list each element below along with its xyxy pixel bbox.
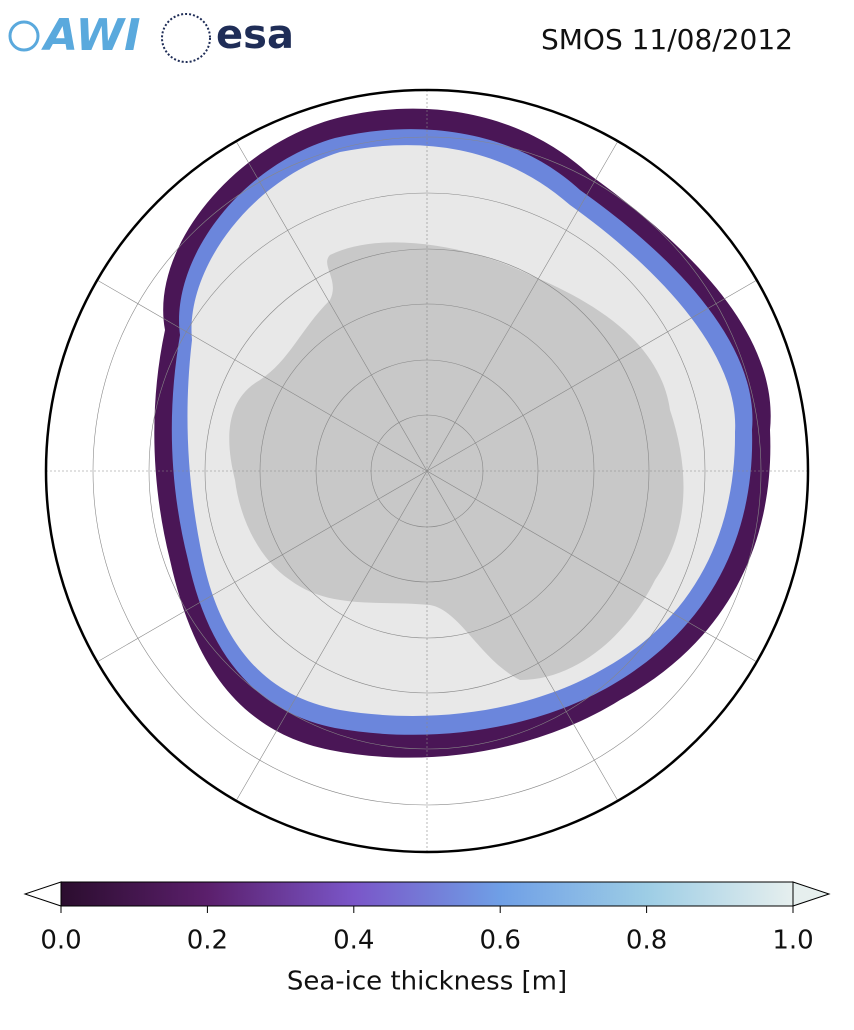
map: [46, 90, 808, 852]
antarctica: [229, 242, 684, 680]
colorbar-tick-label: 0.4: [333, 926, 374, 956]
logos: AWI esa: [8, 10, 294, 63]
colorbar-tick-label: 0.8: [626, 926, 667, 956]
colorbar-extend-low: [23, 881, 62, 907]
colorbar-tick-label: 1.0: [772, 926, 813, 956]
colorbar-label: Sea-ice thickness [m]: [287, 967, 567, 997]
colorbar-tick-label: 0.0: [40, 926, 81, 956]
colorbar: [23, 881, 831, 913]
awi-logo: AWI: [41, 10, 141, 61]
colorbar-bar: [60, 881, 794, 907]
map-border: [44, 88, 810, 854]
title: SMOS 11/08/2012: [541, 23, 793, 56]
colorbar-extend-high: [792, 881, 831, 907]
graticule: [46, 90, 808, 852]
esa-logo: esa: [216, 12, 294, 58]
colorbar-tick-label: 0.6: [480, 926, 521, 956]
esa-globe: [161, 13, 211, 63]
colorbar-tick-label: 0.2: [187, 926, 228, 956]
awi-globe: [8, 20, 40, 52]
